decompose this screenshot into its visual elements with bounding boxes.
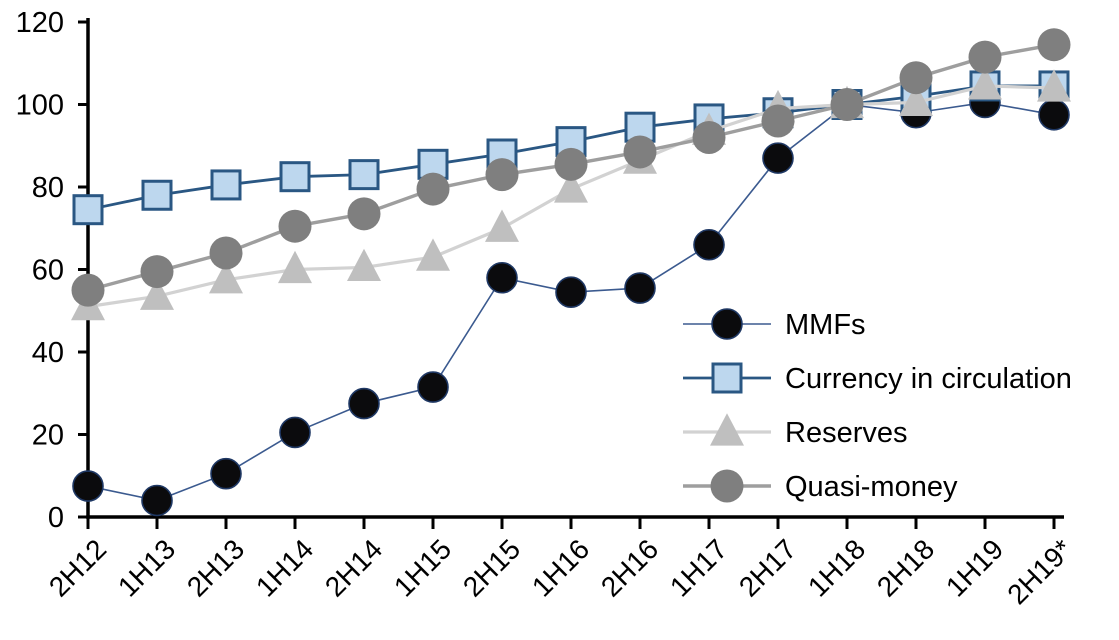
legend-marker-circle xyxy=(711,308,743,340)
x-tick-label: 1H19 xyxy=(940,533,1009,602)
legend-item-quasi-money: Quasi-money xyxy=(683,469,958,503)
series-quasi-money-marker xyxy=(278,209,312,243)
y-tick-label: 0 xyxy=(48,502,64,534)
series-mmfs-marker xyxy=(72,470,104,502)
x-tick-label: 1H15 xyxy=(388,533,457,602)
series-quasi-money xyxy=(71,28,1071,307)
x-tick-label: 1H16 xyxy=(526,533,595,602)
x-tick-label: 2H16 xyxy=(595,533,664,602)
series-quasi-money-marker xyxy=(140,255,174,289)
legend-marker-triangle xyxy=(710,413,744,446)
series-reserves-marker xyxy=(485,209,519,242)
y-tick-label: 20 xyxy=(32,420,64,452)
series-reserves-marker xyxy=(347,248,381,282)
series-quasi-money-marker xyxy=(1037,28,1071,62)
legend-item-mmfs: MMFs xyxy=(683,308,866,341)
series-currency-in-circulation-marker xyxy=(279,161,311,193)
series-mmfs-marker xyxy=(555,276,587,308)
series-mmfs-marker xyxy=(141,484,173,517)
series-quasi-money-marker xyxy=(416,172,450,206)
series-mmfs-marker xyxy=(210,457,242,490)
series-quasi-money-marker xyxy=(692,121,726,154)
series-quasi-money-marker xyxy=(554,147,588,181)
y-tick-label: 80 xyxy=(32,172,64,204)
series-mmfs-marker xyxy=(1038,99,1070,131)
series-mmfs-marker xyxy=(417,371,449,403)
legend: MMFs Currency in circulation Reserves Quasi… xyxy=(683,308,1072,503)
legend-marker-square xyxy=(711,362,743,394)
x-tick-label: 2H17 xyxy=(733,533,802,602)
legend-label: Reserves xyxy=(785,417,908,449)
x-tick-label: 2H12 xyxy=(43,533,112,602)
series-mmfs-marker xyxy=(693,228,725,261)
x-tick-label: 2H19* xyxy=(1001,533,1078,610)
legend-label: Quasi-money xyxy=(785,471,958,503)
legend-item-reserves: Reserves xyxy=(683,413,908,449)
series-currency-in-circulation-marker xyxy=(348,159,380,191)
series-reserves-marker xyxy=(416,238,450,271)
legend-item-currency-in-circulation: Currency in circulation xyxy=(683,362,1072,395)
x-tick-label: 1H14 xyxy=(250,533,319,602)
series-reserves-marker xyxy=(140,277,174,310)
series-currency-in-circulation-marker xyxy=(210,169,242,201)
series-quasi-money-marker xyxy=(209,236,243,270)
series-currency-in-circulation-marker xyxy=(72,194,104,226)
x-tick-label: 2H13 xyxy=(181,533,250,602)
y-tick-label: 60 xyxy=(32,255,64,287)
series-quasi-money-marker xyxy=(71,273,105,307)
series-mmfs-marker xyxy=(348,387,380,420)
series-reserves-marker xyxy=(278,250,312,284)
series-quasi-money-marker xyxy=(623,135,657,169)
series-mmfs-marker xyxy=(279,416,311,449)
series-reserves-marker xyxy=(554,170,588,203)
series-quasi-money-marker xyxy=(830,88,864,121)
series-currency-in-circulation-marker xyxy=(141,179,173,211)
series-quasi-money-marker xyxy=(347,197,381,231)
x-tick-label: 1H18 xyxy=(802,533,871,602)
series-mmfs-marker xyxy=(762,142,794,174)
legend-label: Currency in circulation xyxy=(785,363,1072,395)
series-reserves-marker xyxy=(1037,69,1071,102)
series-quasi-money-marker xyxy=(899,61,933,95)
y-tick-label: 40 xyxy=(32,337,64,369)
x-tick-label: 2H18 xyxy=(871,533,940,602)
x-tick-label: 1H13 xyxy=(112,533,181,602)
series-mmfs-marker xyxy=(486,261,518,294)
series-quasi-money-marker xyxy=(761,104,795,138)
y-tick-label: 120 xyxy=(16,7,64,39)
series-mmfs xyxy=(72,86,1070,517)
series-mmfs-marker xyxy=(624,272,656,304)
x-tick-label: 2H14 xyxy=(319,533,388,602)
x-tick-label: 2H15 xyxy=(457,533,526,602)
series-reserves-marker xyxy=(209,261,243,294)
series-quasi-money-marker xyxy=(968,40,1002,74)
legend-marker-circle xyxy=(710,469,744,503)
series-reserves-marker xyxy=(968,67,1002,100)
x-tick-label: 1H17 xyxy=(664,533,733,602)
series-reserves-marker xyxy=(899,83,933,117)
series-quasi-money-marker xyxy=(485,158,519,192)
y-tick-label: 100 xyxy=(16,90,64,122)
legend-label: MMFs xyxy=(785,309,866,341)
